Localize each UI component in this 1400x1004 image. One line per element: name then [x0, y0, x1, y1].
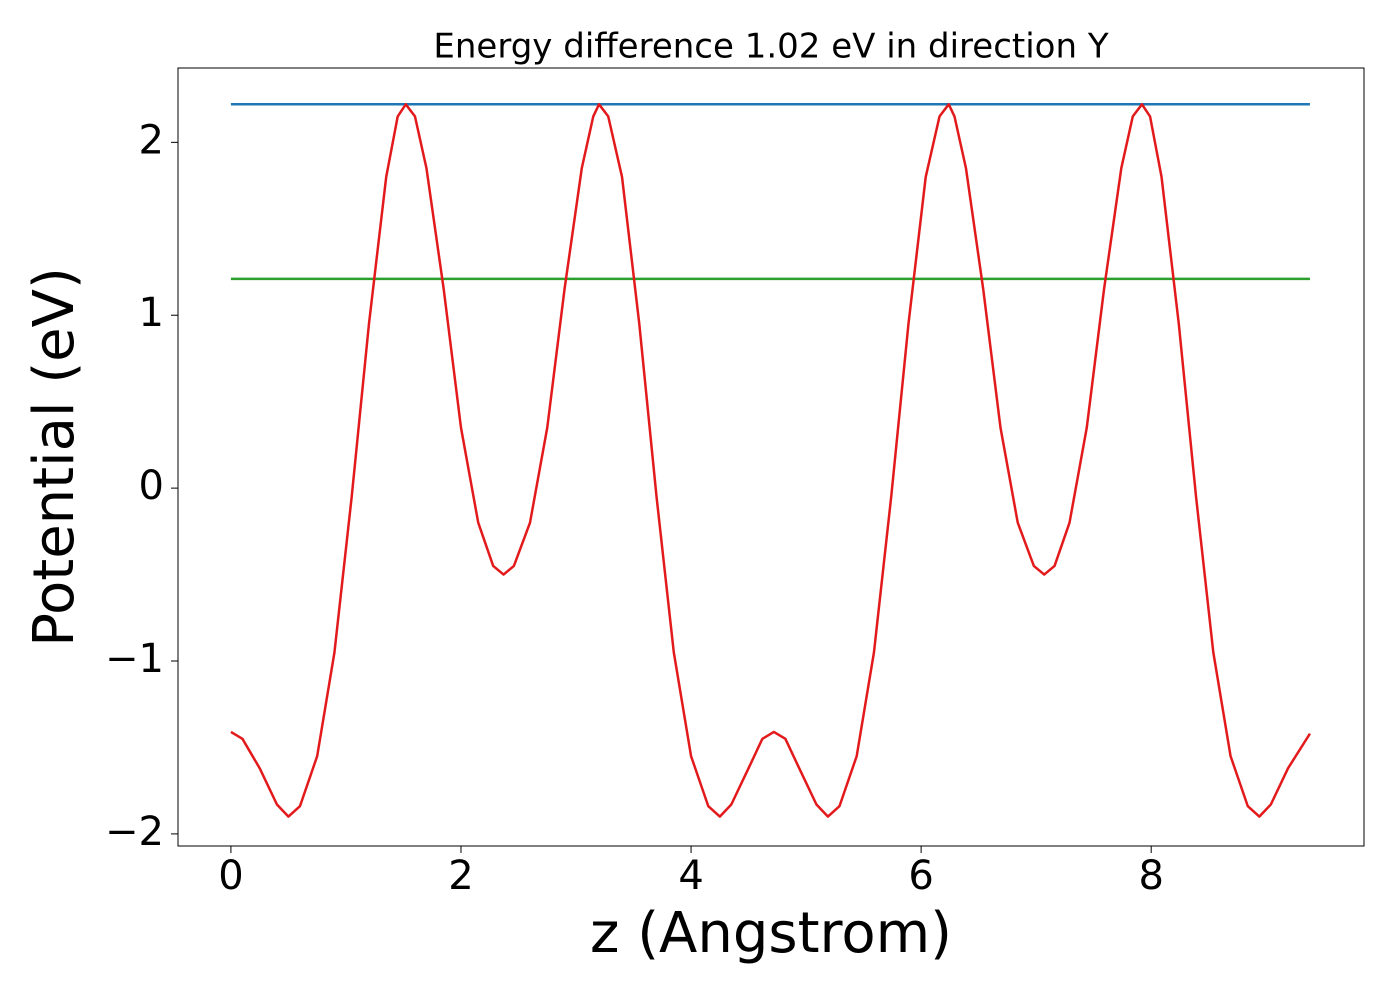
y-tick-label: −2	[105, 809, 164, 855]
y-tick-label: 2	[139, 117, 164, 163]
x-tick-label: 2	[448, 853, 473, 899]
x-tick-label: 6	[908, 853, 933, 899]
chart-title: Energy difference 1.02 eV in direction Y	[433, 27, 1108, 67]
y-axis-label: Potential (eV)	[22, 267, 87, 647]
x-axis-label: z (Angstrom)	[590, 901, 952, 966]
plot-frame	[177, 67, 1365, 847]
y-tick-label: 1	[139, 290, 164, 336]
x-tick-label: 8	[1138, 853, 1163, 899]
x-tick-label: 0	[218, 853, 243, 899]
x-tick-label: 4	[678, 853, 703, 899]
y-tick-label: 0	[139, 463, 164, 509]
y-tick-label: −1	[105, 636, 164, 682]
data-line	[230, 103, 1311, 818]
